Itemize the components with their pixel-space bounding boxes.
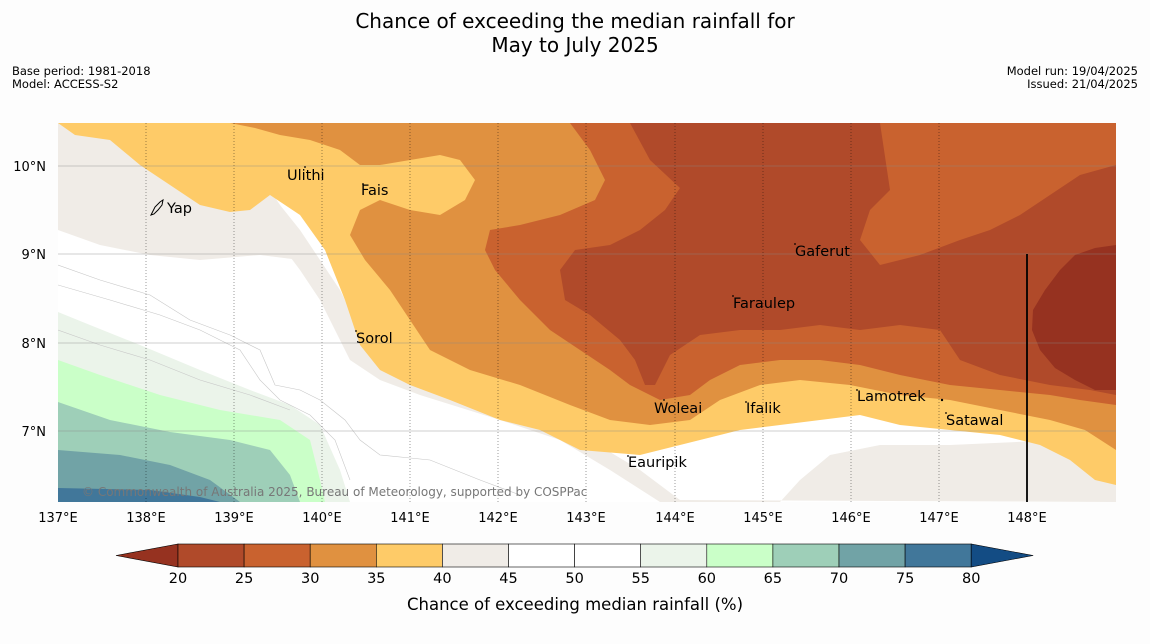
colorbar-tick-label: 20	[169, 571, 187, 587]
place-ulithi: Ulithi	[287, 168, 325, 184]
base-period: Base period: 1981-2018	[12, 64, 151, 78]
place-sorol: Sorol	[356, 331, 393, 347]
lat-label-8n: 8°N	[22, 337, 47, 352]
colorbar-label: Chance of exceeding median rainfall (%)	[407, 595, 743, 614]
colorbar-tick-label: 60	[698, 571, 716, 587]
colorbar-tick-label: 50	[565, 571, 583, 587]
place-ifalik: Ifalik	[746, 401, 781, 417]
colorbar-tick-label: 70	[830, 571, 848, 587]
place-lamotrek: Lamotrek	[857, 389, 926, 405]
colorbar-swatch	[640, 543, 708, 568]
lon-label-145e: 145°E	[743, 511, 783, 526]
lon-label-139e: 139°E	[214, 511, 254, 526]
colorbar-tick-label: 30	[301, 571, 319, 587]
colorbar-tick-label: 65	[764, 571, 782, 587]
colorbar-extend-low	[115, 543, 179, 568]
lon-label-140e: 140°E	[302, 511, 342, 526]
lon-label-137e: 137°E	[38, 511, 78, 526]
colorbar-swatch	[243, 543, 311, 568]
model-name: Model: ACCESS-S2	[12, 77, 119, 91]
lon-label-141e: 141°E	[390, 511, 430, 526]
lat-label-9n: 9°N	[22, 248, 47, 263]
colorbar-swatch	[309, 543, 377, 568]
meta-left: Base period: 1981-2018 Model: ACCESS-S2	[12, 65, 151, 91]
lon-label-143e: 143°E	[566, 511, 606, 526]
colorbar-tick-label: 25	[235, 571, 253, 587]
colorbar-swatch	[772, 543, 840, 568]
colorbar-swatch	[904, 543, 972, 568]
colorbar-tick-label: 45	[499, 571, 517, 587]
region-75-80	[58, 488, 220, 502]
place-faraulep: Faraulep	[733, 296, 795, 312]
rainfall-map	[58, 123, 1116, 502]
title-line-2: May to July 2025	[491, 33, 659, 57]
colorbar-tick-label: 75	[896, 571, 914, 587]
lon-label-138e: 138°E	[126, 511, 166, 526]
place-gaferut: Gaferut	[795, 244, 850, 260]
colorbar-swatch	[375, 543, 443, 568]
place-fais: Fais	[361, 183, 388, 199]
colorbar-tick-label: 55	[631, 571, 649, 587]
island-markers	[304, 166, 947, 457]
colorbar-tick-label: 40	[433, 571, 451, 587]
longitude-labels: 137°E 138°E 139°E 140°E 141°E 142°E 143°…	[38, 511, 1047, 526]
title-line-1: Chance of exceeding the median rainfall …	[355, 9, 795, 33]
lat-label-10n: 10°N	[13, 160, 46, 175]
colorbar-swatch	[442, 543, 509, 568]
lon-label-148e: 148°E	[1007, 511, 1047, 526]
colorbar-swatch	[838, 543, 906, 568]
region-20-25	[1032, 245, 1116, 390]
yap-island-icon	[150, 198, 164, 216]
lon-label-142e: 142°E	[478, 511, 518, 526]
colorbar-swatch	[177, 543, 245, 568]
colorbar-tick-label: 35	[367, 571, 385, 587]
lon-label-147e: 147°E	[919, 511, 959, 526]
place-eauripik: Eauripik	[628, 455, 687, 471]
region-25-30	[560, 123, 1116, 395]
model-run: Model run: 19/04/2025	[1006, 64, 1138, 78]
contour-lines	[58, 264, 521, 496]
colorbar-tick-label: 80	[962, 571, 980, 587]
colorbar-extend-high	[970, 543, 1034, 568]
lon-label-144e: 144°E	[655, 511, 695, 526]
place-yap: Yap	[166, 201, 192, 217]
place-satawal: Satawal	[946, 413, 1003, 429]
longitude-gridlines	[145, 123, 940, 502]
colorbar-swatch	[574, 543, 641, 568]
colorbar-swatch	[706, 543, 774, 568]
place-woleai: Woleai	[654, 401, 702, 417]
colorbar-swatch	[508, 543, 575, 568]
copyright-text: © Commonwealth of Australia 2025, Bureau…	[82, 485, 587, 499]
latitude-gridlines	[58, 165, 1116, 432]
lon-label-146e: 146°E	[831, 511, 871, 526]
issued-date: Issued: 21/04/2025	[1027, 77, 1138, 91]
colorbar: 20 25 30 35 40 45 50 55 60 65 70 75 80	[115, 543, 1034, 587]
map-title: Chance of exceeding the median rainfall …	[0, 9, 1150, 57]
lat-label-7n: 7°N	[22, 425, 47, 440]
meta-right: Model run: 19/04/2025 Issued: 21/04/2025	[1007, 65, 1138, 91]
